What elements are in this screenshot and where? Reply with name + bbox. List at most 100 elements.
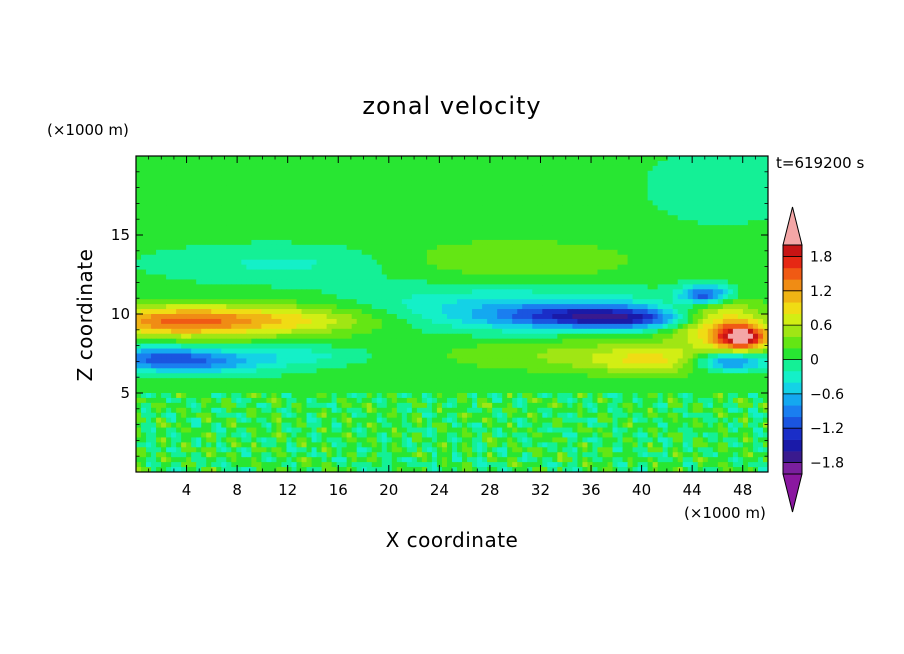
field-cell: [366, 195, 373, 202]
field-cell: [201, 215, 207, 221]
field-cell: [136, 304, 142, 310]
field-cell: [356, 160, 363, 167]
field-cell: [336, 195, 343, 202]
field-cell: [757, 309, 764, 315]
field-cell: [366, 230, 373, 236]
field-cell: [216, 210, 222, 216]
field-cell: [381, 244, 388, 251]
field-cell: [191, 323, 197, 330]
field-cell: [477, 239, 483, 246]
field-cell: [321, 215, 328, 221]
field-cell: [502, 294, 508, 300]
field-cell: [231, 230, 237, 236]
field-cell: [291, 348, 298, 355]
field-cell: [136, 190, 142, 197]
field-cell: [512, 225, 518, 231]
field-cell: [677, 274, 684, 281]
field-cell: [286, 249, 293, 256]
field-cell: [231, 254, 237, 261]
field-cell: [226, 338, 232, 345]
field-cell: [717, 299, 724, 305]
field-cell: [186, 160, 192, 167]
field-cell: [472, 235, 478, 241]
field-cell: [396, 225, 403, 231]
field-cell: [682, 309, 689, 315]
chart-title: zonal velocity: [362, 92, 541, 120]
field-cell: [256, 220, 262, 226]
field-cell: [431, 318, 438, 325]
field-cell: [351, 239, 358, 246]
field-cell: [657, 328, 664, 335]
field-cell: [346, 299, 353, 305]
field-cell: [652, 328, 659, 335]
field-cell: [406, 175, 413, 182]
field-cell: [477, 235, 483, 241]
field-cell: [216, 156, 222, 162]
field-cell: [266, 328, 273, 335]
field-cell: [587, 304, 594, 310]
field-cell: [697, 156, 704, 162]
field-cell: [647, 230, 654, 236]
field-cell: [637, 254, 644, 261]
field-cell: [482, 289, 488, 295]
field-cell: [502, 210, 508, 216]
field-cell: [577, 230, 584, 236]
field-cell: [537, 235, 543, 241]
field-cell: [457, 235, 463, 241]
field-cell: [176, 170, 182, 177]
field-cell: [436, 264, 443, 271]
field-cell: [341, 338, 348, 345]
field-cell: [532, 239, 538, 246]
field-cell: [321, 220, 328, 226]
field-cell: [261, 210, 268, 216]
field-cell: [727, 328, 734, 335]
field-cell: [331, 200, 338, 206]
field-cell: [421, 264, 428, 271]
field-cell: [196, 215, 202, 221]
field-cell: [161, 254, 167, 261]
field-cell: [702, 249, 709, 256]
field-cell: [166, 318, 172, 325]
field-cell: [702, 279, 709, 285]
field-cell: [236, 230, 242, 236]
field-cell: [156, 244, 162, 251]
field-cell: [446, 225, 453, 231]
field-cell: [421, 210, 428, 216]
field-cell: [722, 254, 729, 261]
field-cell: [141, 160, 147, 167]
field-cell: [642, 274, 649, 281]
field-cell: [487, 299, 493, 305]
field-cell: [356, 259, 363, 266]
field-cell: [742, 323, 749, 330]
field-cell: [311, 249, 318, 256]
field-cell: [176, 274, 182, 281]
field-cell: [662, 304, 669, 310]
field-cell: [416, 254, 423, 261]
field-cell: [421, 274, 428, 281]
field-cell: [211, 338, 217, 345]
field-cell: [487, 235, 493, 241]
field-cell: [512, 328, 518, 335]
field-cell: [256, 269, 262, 276]
field-cell: [271, 348, 278, 355]
field-cell: [702, 289, 709, 295]
field-cell: [136, 244, 142, 251]
field-cell: [607, 328, 614, 335]
field-cell: [311, 170, 318, 177]
field-cell: [737, 165, 744, 172]
field-cell: [231, 259, 237, 266]
field-cell: [677, 230, 684, 236]
field-cell: [592, 264, 599, 271]
field-cell: [426, 264, 433, 271]
field-cell: [266, 314, 273, 320]
field-cell: [231, 225, 237, 231]
field-cell: [181, 205, 187, 211]
field-cell: [241, 323, 247, 330]
field-cell: [431, 225, 438, 231]
field-cell: [221, 309, 227, 315]
field-cell: [637, 175, 644, 182]
field-cell: [762, 170, 768, 177]
field-cell: [351, 264, 358, 271]
field-cell: [366, 215, 373, 221]
field-cell: [607, 299, 614, 305]
